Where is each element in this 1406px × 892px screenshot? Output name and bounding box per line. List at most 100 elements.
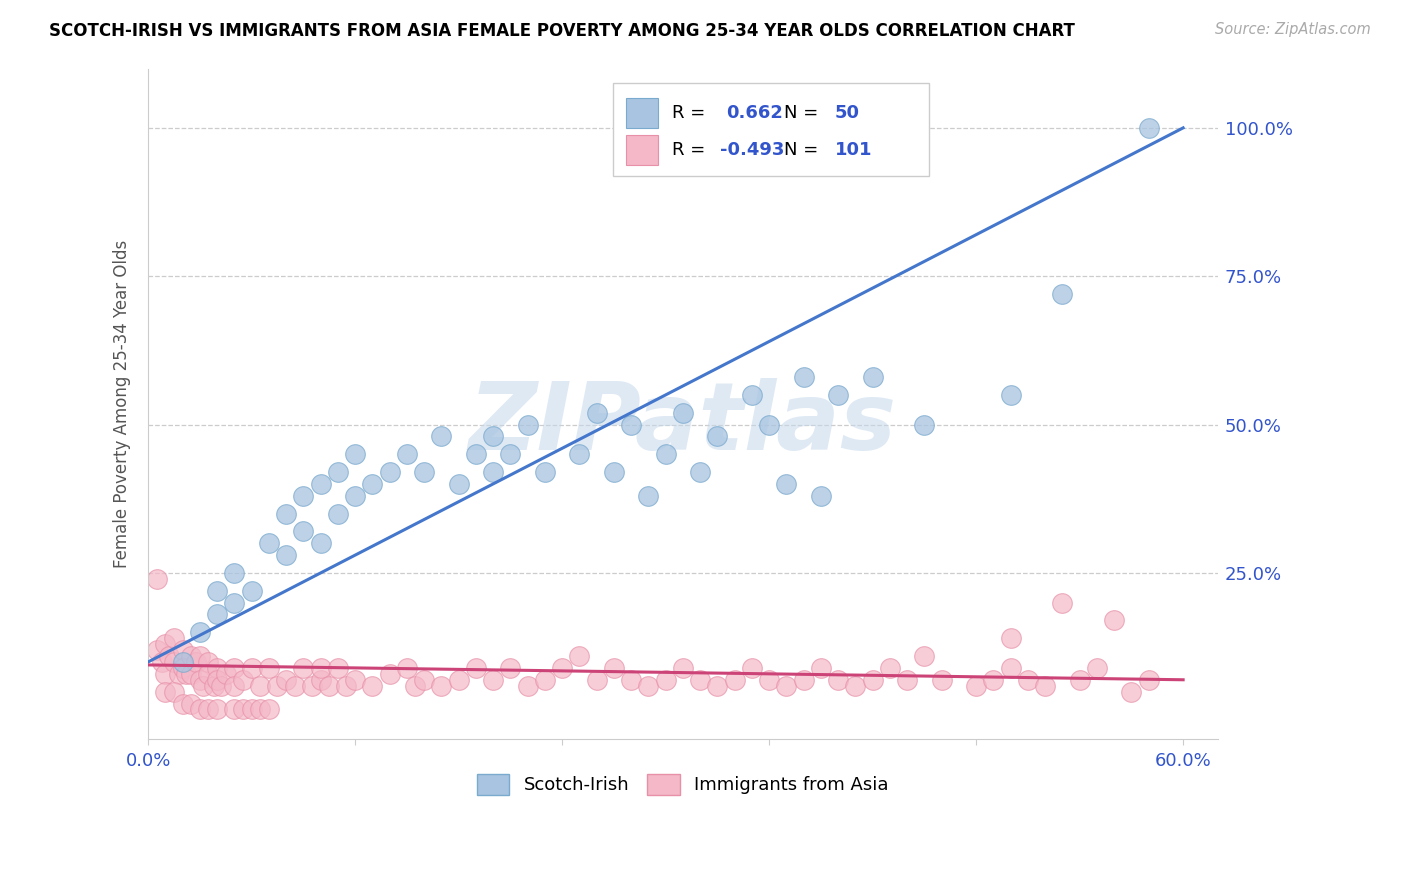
Point bbox=[896, 673, 918, 687]
Point bbox=[395, 661, 418, 675]
Point bbox=[344, 489, 367, 503]
Point bbox=[274, 548, 297, 562]
Point bbox=[155, 666, 177, 681]
Point bbox=[205, 607, 228, 622]
Text: Source: ZipAtlas.com: Source: ZipAtlas.com bbox=[1215, 22, 1371, 37]
Point bbox=[965, 679, 987, 693]
Point bbox=[810, 489, 832, 503]
Point bbox=[405, 679, 427, 693]
Point bbox=[257, 702, 280, 716]
Point bbox=[249, 679, 271, 693]
Text: N =: N = bbox=[785, 103, 824, 122]
Point bbox=[810, 661, 832, 675]
Point bbox=[197, 666, 219, 681]
Point bbox=[706, 429, 728, 443]
Point bbox=[706, 679, 728, 693]
Point bbox=[447, 477, 470, 491]
Point bbox=[827, 673, 849, 687]
Point bbox=[413, 465, 436, 479]
Point bbox=[912, 417, 935, 432]
Point bbox=[326, 507, 349, 521]
Point bbox=[1000, 632, 1022, 646]
Point bbox=[983, 673, 1005, 687]
Point bbox=[568, 447, 591, 461]
Point bbox=[197, 655, 219, 669]
Point bbox=[775, 679, 797, 693]
Point bbox=[1137, 120, 1160, 135]
Point bbox=[499, 661, 522, 675]
Point bbox=[568, 648, 591, 663]
Point bbox=[205, 673, 228, 687]
Point bbox=[155, 684, 177, 698]
Point bbox=[188, 648, 211, 663]
Point bbox=[202, 679, 225, 693]
Point bbox=[266, 679, 288, 693]
Point bbox=[224, 679, 246, 693]
Point bbox=[205, 702, 228, 716]
Point bbox=[232, 702, 254, 716]
Point bbox=[775, 477, 797, 491]
Point bbox=[361, 477, 384, 491]
Point bbox=[654, 673, 676, 687]
Point bbox=[150, 655, 173, 669]
Point bbox=[224, 566, 246, 580]
Point bbox=[157, 648, 180, 663]
Point bbox=[292, 489, 315, 503]
Point bbox=[188, 625, 211, 640]
Point bbox=[188, 673, 211, 687]
Point bbox=[413, 673, 436, 687]
Point bbox=[344, 673, 367, 687]
Point bbox=[257, 536, 280, 550]
Point bbox=[174, 666, 197, 681]
Point bbox=[447, 673, 470, 687]
Text: 0.662: 0.662 bbox=[725, 103, 783, 122]
Point bbox=[240, 583, 263, 598]
Point bbox=[274, 673, 297, 687]
Point bbox=[1137, 673, 1160, 687]
Point bbox=[672, 406, 695, 420]
Point bbox=[335, 679, 357, 693]
Point bbox=[654, 447, 676, 461]
Point bbox=[378, 666, 401, 681]
Point bbox=[430, 679, 453, 693]
Point bbox=[516, 417, 538, 432]
Point bbox=[249, 702, 271, 716]
FancyBboxPatch shape bbox=[613, 83, 929, 176]
Point bbox=[224, 661, 246, 675]
Point bbox=[1017, 673, 1039, 687]
Point bbox=[172, 697, 194, 711]
Point bbox=[205, 661, 228, 675]
Point bbox=[163, 632, 186, 646]
Legend: Scotch-Irish, Immigrants from Asia: Scotch-Irish, Immigrants from Asia bbox=[468, 765, 898, 804]
Point bbox=[620, 673, 643, 687]
Point bbox=[180, 697, 202, 711]
Point bbox=[585, 406, 607, 420]
Point bbox=[672, 661, 695, 675]
Point bbox=[758, 417, 780, 432]
Point bbox=[224, 596, 246, 610]
Point bbox=[482, 673, 505, 687]
Point bbox=[637, 679, 659, 693]
Y-axis label: Female Poverty Among 25-34 Year Olds: Female Poverty Among 25-34 Year Olds bbox=[114, 240, 131, 568]
Point bbox=[284, 679, 307, 693]
Point bbox=[1121, 684, 1143, 698]
Point bbox=[193, 679, 215, 693]
Point bbox=[240, 702, 263, 716]
Point bbox=[793, 370, 815, 384]
Point bbox=[215, 666, 238, 681]
Point bbox=[1000, 388, 1022, 402]
Point bbox=[758, 673, 780, 687]
Point bbox=[232, 673, 254, 687]
Point bbox=[309, 536, 332, 550]
Point bbox=[257, 661, 280, 675]
Point bbox=[172, 643, 194, 657]
Point bbox=[1069, 673, 1091, 687]
Point bbox=[172, 661, 194, 675]
Point bbox=[637, 489, 659, 503]
Point bbox=[301, 679, 323, 693]
Point bbox=[292, 524, 315, 539]
Point bbox=[205, 583, 228, 598]
Point bbox=[145, 643, 167, 657]
Point bbox=[499, 447, 522, 461]
Point bbox=[180, 648, 202, 663]
